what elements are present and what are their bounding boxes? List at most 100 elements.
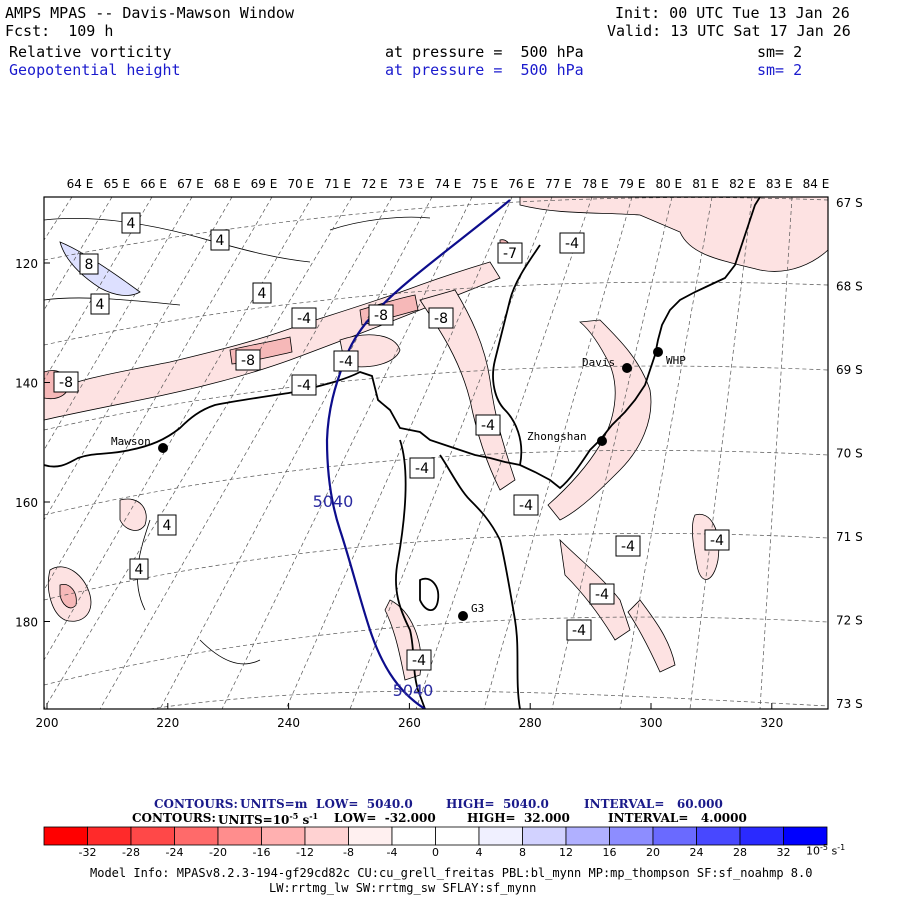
- parallel: [44, 616, 828, 686]
- station-label-mawson: Mawson: [111, 435, 151, 448]
- vort-patch-s2: [627, 599, 676, 673]
- vort-label-text: 4: [258, 286, 267, 302]
- height-contours: [325, 199, 511, 709]
- meridian: [44, 197, 273, 591]
- top-longitude-label: 82 E: [729, 177, 756, 191]
- x-tick-label: 200: [36, 716, 59, 730]
- top-longitude-label: 67 E: [177, 177, 204, 191]
- vort-label: -4: [291, 307, 317, 329]
- vort-label-text: -4: [297, 311, 311, 327]
- top-longitude-label: 76 E: [508, 177, 535, 191]
- colorbar-swatch: [696, 826, 741, 846]
- top-longitude-label: 74 E: [435, 177, 462, 191]
- meridian: [349, 197, 553, 709]
- vort-contour-5: [329, 216, 431, 231]
- vort-label: -4: [291, 374, 317, 396]
- vorticity-positive-shading: [59, 241, 141, 296]
- station-label-zhongshan: Zhongshan: [527, 430, 587, 443]
- contours-vort-units: UNITS=10-5 s-1: [218, 811, 319, 827]
- top-longitude-label: 83 E: [766, 177, 793, 191]
- map-plot-area: 4 4 8 4 4 -7 -4 -4 -8 -8 -8 -4 -8 -4 -4 …: [44, 197, 828, 709]
- colorbar-swatch: [174, 826, 219, 846]
- valid-time: Valid: 13 UTC Sat 17 Jan 26: [607, 22, 851, 40]
- field2-level: at pressure = 500 hPa: [385, 61, 584, 79]
- vort-label-text: 4: [135, 562, 144, 578]
- colorbar-tick-label: 16: [602, 846, 617, 859]
- vort-label: -4: [513, 494, 539, 516]
- vort-label-text: -4: [415, 461, 429, 477]
- meridian: [483, 197, 633, 709]
- vort-label: -8: [235, 349, 261, 371]
- vorticity-labels: 4 4 8 4 4 -7 -4 -4 -8 -8 -8 -4 -8 -4 -4 …: [53, 212, 730, 671]
- colorbar-tick-label: 12: [559, 846, 573, 859]
- parallel: [44, 450, 828, 516]
- vort-label: -4: [559, 232, 585, 254]
- colorbar-tick-label: -16: [252, 846, 271, 859]
- top-longitude-label: 64 E: [67, 177, 94, 191]
- colorbar-unit: 10-5 s-1: [806, 843, 846, 858]
- vort-label: -4: [406, 649, 432, 671]
- map-frame: [43, 196, 829, 710]
- vort-label: 4: [90, 293, 110, 315]
- top-longitude-label: 68 E: [214, 177, 241, 191]
- init-time: Init: 00 UTC Tue 13 Jan 26: [615, 4, 850, 22]
- colorbar-tick-label: 32: [776, 846, 791, 859]
- vort-label-text: 4: [216, 233, 225, 249]
- top-longitude-label: 75 E: [471, 177, 498, 191]
- vort-label-text: -8: [241, 353, 255, 369]
- vort-label: -4: [589, 583, 615, 605]
- vort-label: -8: [428, 307, 454, 329]
- vort-positive-1: [59, 241, 141, 296]
- right-latitude-label: 69 S: [836, 363, 863, 377]
- vort-label-text: -4: [297, 378, 311, 394]
- vort-label-text: 4: [96, 297, 105, 313]
- vort-label-text: -4: [595, 587, 609, 603]
- vort-label-text: -4: [621, 539, 635, 555]
- x-tick-label: 260: [398, 716, 421, 730]
- vort-label: -8: [53, 371, 79, 393]
- colorbar-tick-label: -24: [165, 846, 184, 859]
- vort-label-text: -4: [519, 498, 533, 514]
- vort-label: 8: [79, 253, 99, 275]
- stations: Mawson Davis WHP Zhongshan G3: [111, 347, 686, 621]
- map-axes: 64 E 65 E 66 E 67 E 68 E 69 E 70 E 71 E 72 E 73 E…: [15, 177, 863, 730]
- station-marker-g3: [458, 611, 468, 621]
- height-label-text: 5040: [393, 681, 434, 700]
- right-latitude-label: 73 S: [836, 697, 863, 711]
- height-label-text: 5040: [313, 492, 354, 511]
- vort-label-text: 8: [85, 257, 94, 273]
- colorbar: [43, 826, 828, 846]
- colorbar-tick-label: -8: [343, 846, 354, 859]
- vort-label: -4: [333, 350, 359, 372]
- vort-label: 4: [252, 282, 272, 304]
- map-title: AMPS MPAS -- Davis-Mawson Window: [5, 4, 294, 22]
- colorbar-tick-label: 24: [689, 846, 704, 859]
- top-longitude-label: 84 E: [803, 177, 830, 191]
- y-tick-label: 140: [15, 377, 38, 391]
- colorbar-swatch: [652, 826, 697, 846]
- contours-height-interval: INTERVAL= 60.000: [584, 797, 723, 811]
- vort-patch-sw: [119, 498, 147, 531]
- vort-label: 4: [129, 558, 149, 580]
- parallel: [149, 690, 828, 709]
- field1-level: at pressure = 500 hPa: [385, 43, 584, 61]
- colorbar-tick-label: -32: [78, 846, 97, 859]
- right-latitude-label: 71 S: [836, 530, 863, 544]
- top-longitude-label: 79 E: [619, 177, 646, 191]
- colorbar-swatch: [435, 826, 480, 846]
- top-longitude-label: 81 E: [692, 177, 719, 191]
- colorbar-swatch: [217, 826, 262, 846]
- colorbar-swatch: [87, 826, 132, 846]
- vort-contour-4: [199, 639, 261, 665]
- colorbar-tick-label: 20: [646, 846, 660, 859]
- top-longitude-label: 69 E: [251, 177, 278, 191]
- vort-band-east: [419, 289, 516, 491]
- vort-label-text: -4: [565, 236, 579, 252]
- colorbar-tick-label: -20: [209, 846, 227, 859]
- colorbar-swatch: [391, 826, 436, 846]
- right-latitude-label: 70 S: [836, 447, 863, 461]
- y-tick-label: 160: [15, 496, 38, 510]
- x-tick-label: 320: [760, 716, 783, 730]
- contours-height-high: HIGH= 5040.0: [446, 797, 549, 811]
